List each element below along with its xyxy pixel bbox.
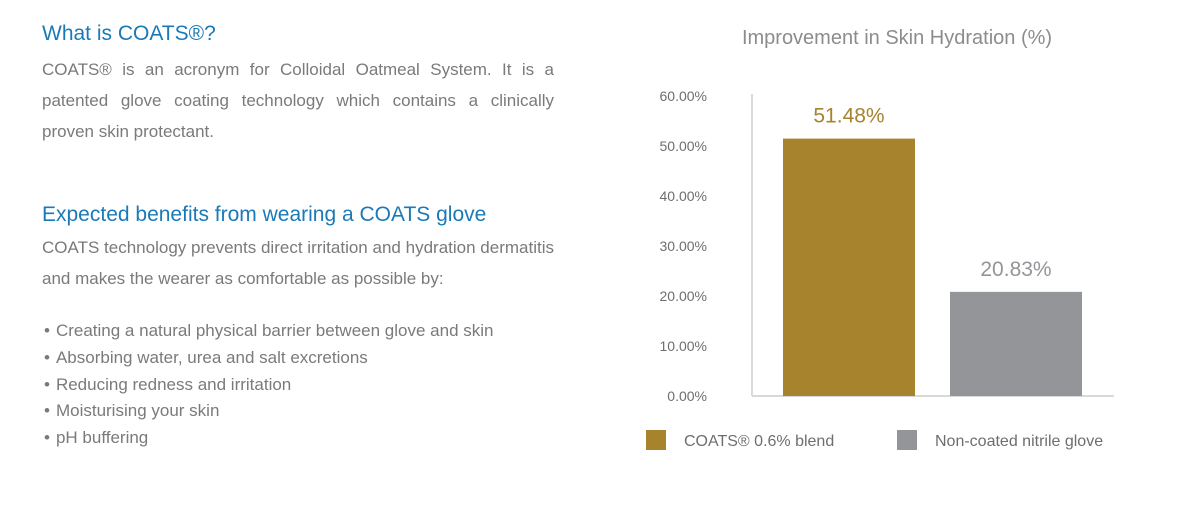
benefit-item: Absorbing water, urea and salt excretion…	[44, 345, 493, 372]
y-tick-label: 30.00%	[660, 238, 707, 254]
legend-label: COATS® 0.6% blend	[684, 433, 834, 450]
legend-swatch	[897, 430, 917, 450]
bar-data-label: 20.83%	[980, 258, 1051, 281]
benefit-item: Creating a natural physical barrier betw…	[44, 318, 494, 345]
benefit-item: Moisturising your skin	[44, 398, 493, 425]
benefits-list: Creating a natural physical barrier betw…	[44, 318, 494, 452]
legend-swatch	[646, 430, 666, 450]
benefit-item: Reducing redness and irritation	[44, 372, 493, 399]
benefits-text: COATS technology prevents direct irritat…	[42, 238, 554, 288]
benefits-heading: Expected benefits from wearing a COATS g…	[42, 203, 487, 226]
y-tick-label: 20.00%	[660, 288, 707, 304]
chart-title: Improvement in Skin Hydration (%)	[742, 27, 1052, 49]
legend-label: Non-coated nitrile glove	[935, 433, 1103, 450]
y-tick-label: 60.00%	[660, 88, 707, 104]
intro-text: COATS® is an acronym for Colloidal Oatme…	[42, 60, 554, 141]
y-tick-label: 10.00%	[660, 338, 707, 354]
benefit-item: pH buffering	[44, 425, 493, 452]
bar-data-label: 51.48%	[813, 105, 884, 128]
y-tick-label: 50.00%	[660, 138, 707, 154]
bar	[950, 291, 1082, 396]
bar	[783, 138, 915, 396]
y-tick-label: 0.00%	[667, 388, 707, 404]
intro-heading: What is COATS®?	[42, 22, 216, 45]
hydration-bar-chart: Improvement in Skin Hydration (%) 0.00% 10…	[646, 27, 1114, 450]
y-tick-label: 40.00%	[660, 188, 707, 204]
